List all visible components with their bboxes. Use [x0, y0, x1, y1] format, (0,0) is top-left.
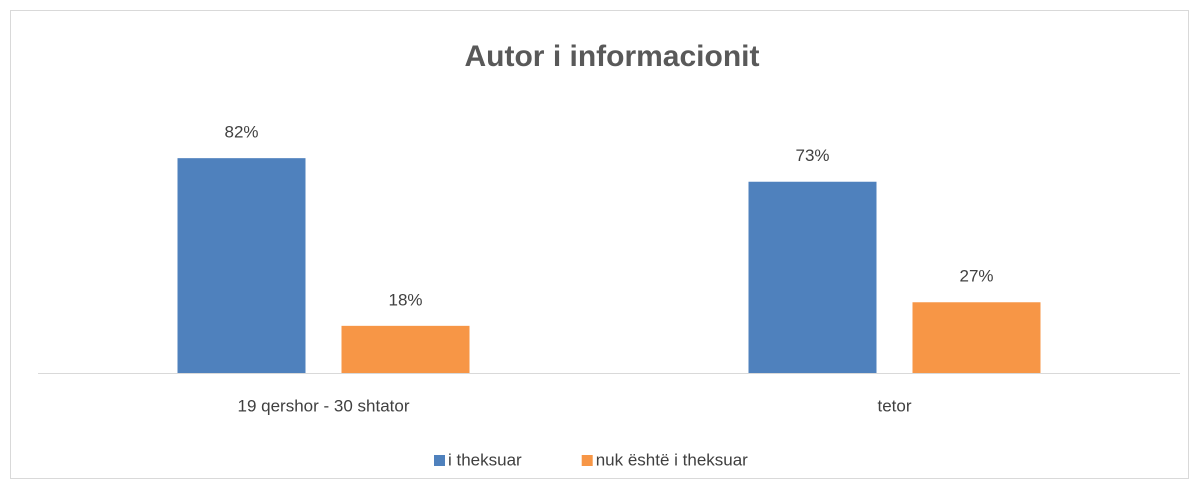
legend-swatch	[581, 455, 593, 466]
legend-label: i theksuar	[448, 450, 522, 469]
chart-title: Autor i informacionit	[465, 40, 760, 73]
data-label: 27%	[959, 267, 993, 286]
data-label: 73%	[795, 146, 829, 165]
bar	[177, 158, 306, 373]
bar	[341, 325, 470, 373]
legend-label: nuk është i theksuar	[596, 450, 748, 469]
data-label: 82%	[224, 123, 258, 142]
data-label: 18%	[388, 290, 422, 309]
x-tick-label: 19 qershor - 30 shtator	[238, 396, 410, 415]
legend-swatch	[434, 455, 445, 466]
bar	[748, 181, 877, 373]
bar	[912, 302, 1041, 373]
x-tick-label: tetor	[877, 396, 911, 415]
